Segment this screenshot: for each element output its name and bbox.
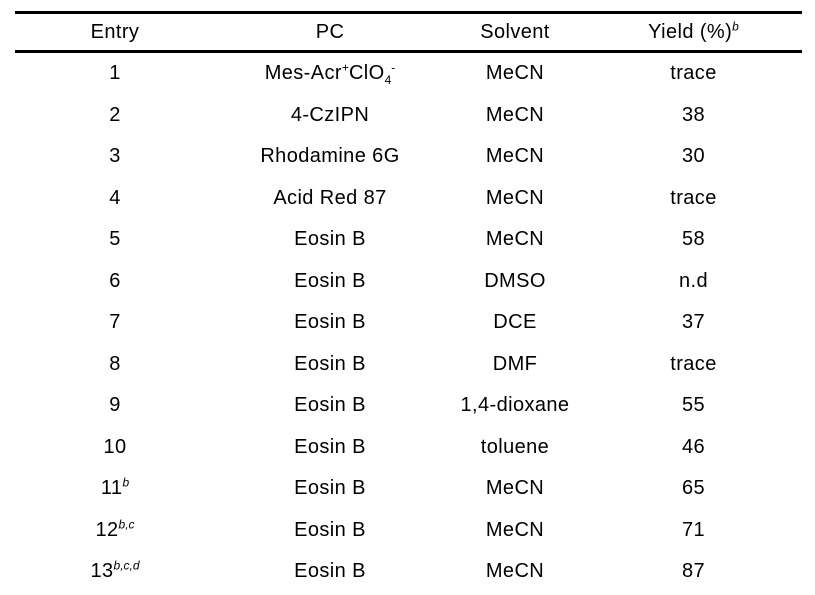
table-body: 1 Mes-Acr+ClO4- MeCN trace 2 4-CzIPN MeCN 38 3 Rh… bbox=[15, 52, 802, 593]
cell-yield: 65 bbox=[681, 477, 706, 500]
results-table: Entry PC Solvent Yield (%)b 1 Mes-Acr+ClO4- M… bbox=[15, 11, 802, 593]
cell-yield: trace bbox=[670, 186, 717, 209]
cell-solvent: MeCN bbox=[485, 477, 545, 500]
cell-entry: 8 bbox=[109, 352, 121, 375]
cell-pc: 4-CzIPN bbox=[290, 103, 370, 126]
cell-pc: Eosin B bbox=[294, 518, 366, 541]
cell-yield: 37 bbox=[681, 311, 706, 334]
cell-pc: Eosin B bbox=[294, 560, 366, 583]
cell-entry: 5 bbox=[109, 228, 121, 251]
cell-text: 13 bbox=[90, 560, 114, 583]
cell-pc: Acid Red 87 bbox=[273, 186, 387, 209]
cell-text: Mes-Acr bbox=[264, 62, 342, 85]
table-row: 13b,c,d Eosin B MeCN 87 bbox=[15, 551, 802, 593]
table-row: 9 Eosin B 1,4-dioxane 55 bbox=[15, 385, 802, 427]
cell-solvent: MeCN bbox=[485, 62, 545, 85]
cell-text: ClO bbox=[348, 62, 385, 85]
cell-yield: 55 bbox=[681, 394, 706, 417]
cell-entry: 9 bbox=[109, 394, 121, 417]
table-row: 5 Eosin B MeCN 58 bbox=[15, 219, 802, 261]
cell-solvent: 1,4-dioxane bbox=[460, 394, 570, 417]
cell-text-supi: b,c bbox=[118, 517, 135, 532]
cell-entry: 3 bbox=[109, 145, 121, 168]
cell-text: Yield (%) bbox=[648, 20, 733, 43]
cell-text-supi: b bbox=[732, 18, 739, 33]
cell-entry: 10 bbox=[103, 435, 127, 458]
cell-entry: 11b bbox=[15, 468, 215, 510]
cell-solvent: MeCN bbox=[485, 560, 545, 583]
cell-yield: 46 bbox=[681, 435, 706, 458]
cell-entry: 7 bbox=[109, 311, 121, 334]
table-row: 4 Acid Red 87 MeCN trace bbox=[15, 178, 802, 220]
cell-pc: Eosin B bbox=[294, 352, 366, 375]
cell-yield: 30 bbox=[681, 145, 706, 168]
cell-solvent: MeCN bbox=[485, 145, 545, 168]
column-header-pc: PC bbox=[215, 11, 445, 53]
table-row: 6 Eosin B DMSO n.d bbox=[15, 261, 802, 303]
cell-entry: 6 bbox=[109, 269, 121, 292]
cell-entry: 1 bbox=[109, 62, 121, 85]
table-row: 12b,c Eosin B MeCN 71 bbox=[15, 510, 802, 552]
cell-entry: 2 bbox=[109, 103, 121, 126]
cell-pc: Eosin B bbox=[294, 269, 366, 292]
column-header-solvent: Solvent bbox=[445, 11, 585, 53]
table-header: Entry PC Solvent Yield (%)b bbox=[15, 11, 802, 53]
column-header-entry: Entry bbox=[15, 11, 215, 53]
cell-pc: Eosin B bbox=[294, 477, 366, 500]
cell-pc: Eosin B bbox=[294, 311, 366, 334]
table-header-row: Entry PC Solvent Yield (%)b bbox=[15, 11, 802, 53]
cell-pc: Rhodamine 6G bbox=[260, 145, 400, 168]
cell-pc: Eosin B bbox=[294, 394, 366, 417]
cell-text-sub: 4 bbox=[384, 73, 392, 88]
cell-yield: 71 bbox=[681, 518, 706, 541]
table-row: 3 Rhodamine 6G MeCN 30 bbox=[15, 136, 802, 178]
cell-pc: Mes-Acr+ClO4- bbox=[215, 52, 445, 95]
table-row: 11b Eosin B MeCN 65 bbox=[15, 468, 802, 510]
cell-text-supi: b,c,d bbox=[113, 558, 140, 573]
cell-yield: n.d bbox=[678, 269, 708, 292]
cell-text-sup: + bbox=[341, 60, 349, 75]
cell-yield: trace bbox=[670, 62, 717, 85]
table-row: 8 Eosin B DMF trace bbox=[15, 344, 802, 386]
cell-yield: 87 bbox=[681, 560, 706, 583]
cell-entry: 12b,c bbox=[15, 510, 215, 552]
cell-entry: 4 bbox=[109, 186, 121, 209]
cell-pc: Eosin B bbox=[294, 435, 366, 458]
cell-solvent: DCE bbox=[493, 311, 537, 334]
cell-solvent: toluene bbox=[480, 435, 550, 458]
cell-entry: 13b,c,d bbox=[15, 551, 215, 593]
table-row: 2 4-CzIPN MeCN 38 bbox=[15, 95, 802, 137]
cell-yield: trace bbox=[670, 352, 717, 375]
cell-text-sup: - bbox=[391, 60, 396, 75]
cell-yield: 58 bbox=[681, 228, 706, 251]
cell-solvent: MeCN bbox=[485, 186, 545, 209]
cell-solvent: MeCN bbox=[485, 228, 545, 251]
cell-solvent: MeCN bbox=[485, 518, 545, 541]
table-row: 7 Eosin B DCE 37 bbox=[15, 302, 802, 344]
cell-solvent: DMSO bbox=[484, 269, 546, 292]
cell-text-supi: b bbox=[122, 475, 130, 490]
column-header-yield: Yield (%)b bbox=[585, 11, 802, 53]
cell-text: 11 bbox=[100, 477, 123, 500]
cell-solvent: MeCN bbox=[485, 103, 545, 126]
table-row: 1 Mes-Acr+ClO4- MeCN trace bbox=[15, 52, 802, 95]
cell-yield: 38 bbox=[681, 103, 706, 126]
table-row: 10 Eosin B toluene 46 bbox=[15, 427, 802, 469]
cell-text: 12 bbox=[95, 518, 119, 541]
cell-pc: Eosin B bbox=[294, 228, 366, 251]
cell-solvent: DMF bbox=[492, 352, 538, 375]
